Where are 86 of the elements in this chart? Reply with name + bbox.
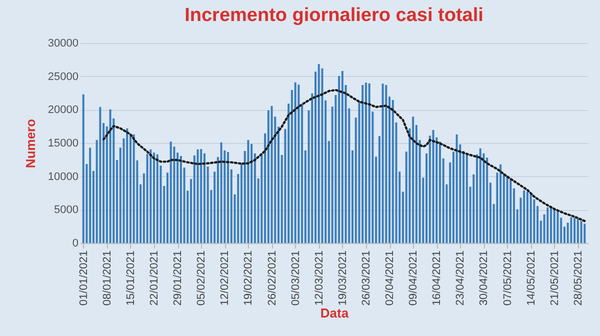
- y-tick-label: 10000: [48, 170, 78, 183]
- x-tick-label: 07/05/2021: [502, 250, 514, 306]
- bar: [523, 190, 526, 243]
- y-tick-label: 5000: [54, 204, 78, 216]
- bar: [392, 100, 394, 243]
- bar: [270, 106, 273, 243]
- x-tick-label: 02/04/2021: [384, 250, 396, 306]
- bar: [250, 144, 253, 243]
- y-tick-label: 25000: [48, 70, 78, 83]
- bar: [321, 68, 324, 243]
- bar: [412, 116, 414, 243]
- bar: [294, 82, 296, 243]
- x-tick-label: 16/04/2021: [431, 250, 444, 306]
- y-tick-label: 0: [72, 238, 78, 250]
- bar: [318, 64, 320, 243]
- x-tick-label: 23/04/2021: [454, 250, 467, 306]
- x-tick-label: 30/04/2021: [478, 250, 490, 306]
- bar: [180, 156, 182, 243]
- bar: [580, 221, 582, 243]
- bar: [382, 84, 384, 243]
- bar: [526, 192, 528, 243]
- bar: [550, 207, 552, 243]
- chart-title: Incremento giornaliero casi totali: [184, 5, 484, 26]
- x-tick-label: 12/03/2021: [313, 250, 326, 306]
- x-tick-label: 12/02/2021: [219, 250, 232, 306]
- x-tick-label: 14/05/2021: [525, 250, 538, 306]
- y-tick-label: 30000: [48, 38, 78, 50]
- y-axis-title: Numero: [22, 118, 38, 168]
- bar: [486, 158, 488, 243]
- x-tick-label: 21/05/2021: [548, 250, 561, 306]
- bar: [126, 128, 128, 243]
- bar: [385, 85, 388, 243]
- x-tick-label: 01/01/2021: [78, 250, 90, 306]
- y-tick-label: 20000: [48, 104, 78, 116]
- x-tick-label: 09/04/2021: [408, 250, 420, 306]
- bar: [438, 142, 441, 243]
- y-tick-label: 15000: [48, 138, 78, 150]
- bar: [341, 71, 344, 243]
- bar: [150, 149, 152, 243]
- bar: [553, 209, 556, 243]
- bar: [170, 142, 172, 243]
- bar: [584, 224, 586, 243]
- bar: [362, 85, 364, 243]
- bar: [203, 153, 206, 243]
- bar: [247, 140, 250, 243]
- bar: [153, 152, 156, 243]
- bar: [530, 194, 532, 243]
- line-series: [102, 88, 586, 222]
- bar: [200, 149, 202, 243]
- bar: [556, 212, 559, 243]
- x-tick-label: 08/01/2021: [101, 250, 114, 306]
- x-axis-title: Data: [320, 306, 350, 321]
- bar: [99, 107, 102, 243]
- x-tick-label: 05/03/2021: [290, 250, 302, 306]
- bar: [466, 154, 468, 243]
- bar: [364, 82, 367, 243]
- bar: [500, 164, 502, 243]
- bar: [89, 148, 92, 243]
- bar: [267, 110, 270, 243]
- bar: [432, 130, 434, 243]
- x-tick-label: 22/01/2021: [148, 250, 161, 306]
- bar: [368, 83, 370, 243]
- x-tick-label: 26/03/2021: [360, 250, 372, 306]
- x-tick-label: 19/03/2021: [336, 250, 349, 306]
- bar: [570, 217, 572, 243]
- x-tick-label: 05/02/2021: [196, 250, 208, 306]
- bar: [227, 152, 230, 243]
- bar: [506, 176, 508, 243]
- bar: [510, 179, 512, 243]
- x-tick-label: 26/02/2021: [266, 250, 278, 306]
- bar: [479, 148, 482, 243]
- bar: [456, 134, 458, 243]
- bar: [82, 94, 84, 243]
- bar: [576, 219, 579, 243]
- x-tick-label: 19/02/2021: [242, 250, 255, 306]
- bar: [298, 84, 300, 243]
- x-tick-label: 29/01/2021: [172, 250, 184, 306]
- bar: [109, 109, 112, 243]
- bar: [546, 207, 549, 243]
- x-tick-label: 28/05/2021: [572, 250, 584, 306]
- bar: [156, 154, 158, 243]
- bar: [196, 149, 199, 243]
- bar: [220, 142, 222, 243]
- bar: [132, 134, 135, 243]
- bar: [574, 218, 576, 243]
- x-tick-label: 15/01/2021: [124, 250, 137, 306]
